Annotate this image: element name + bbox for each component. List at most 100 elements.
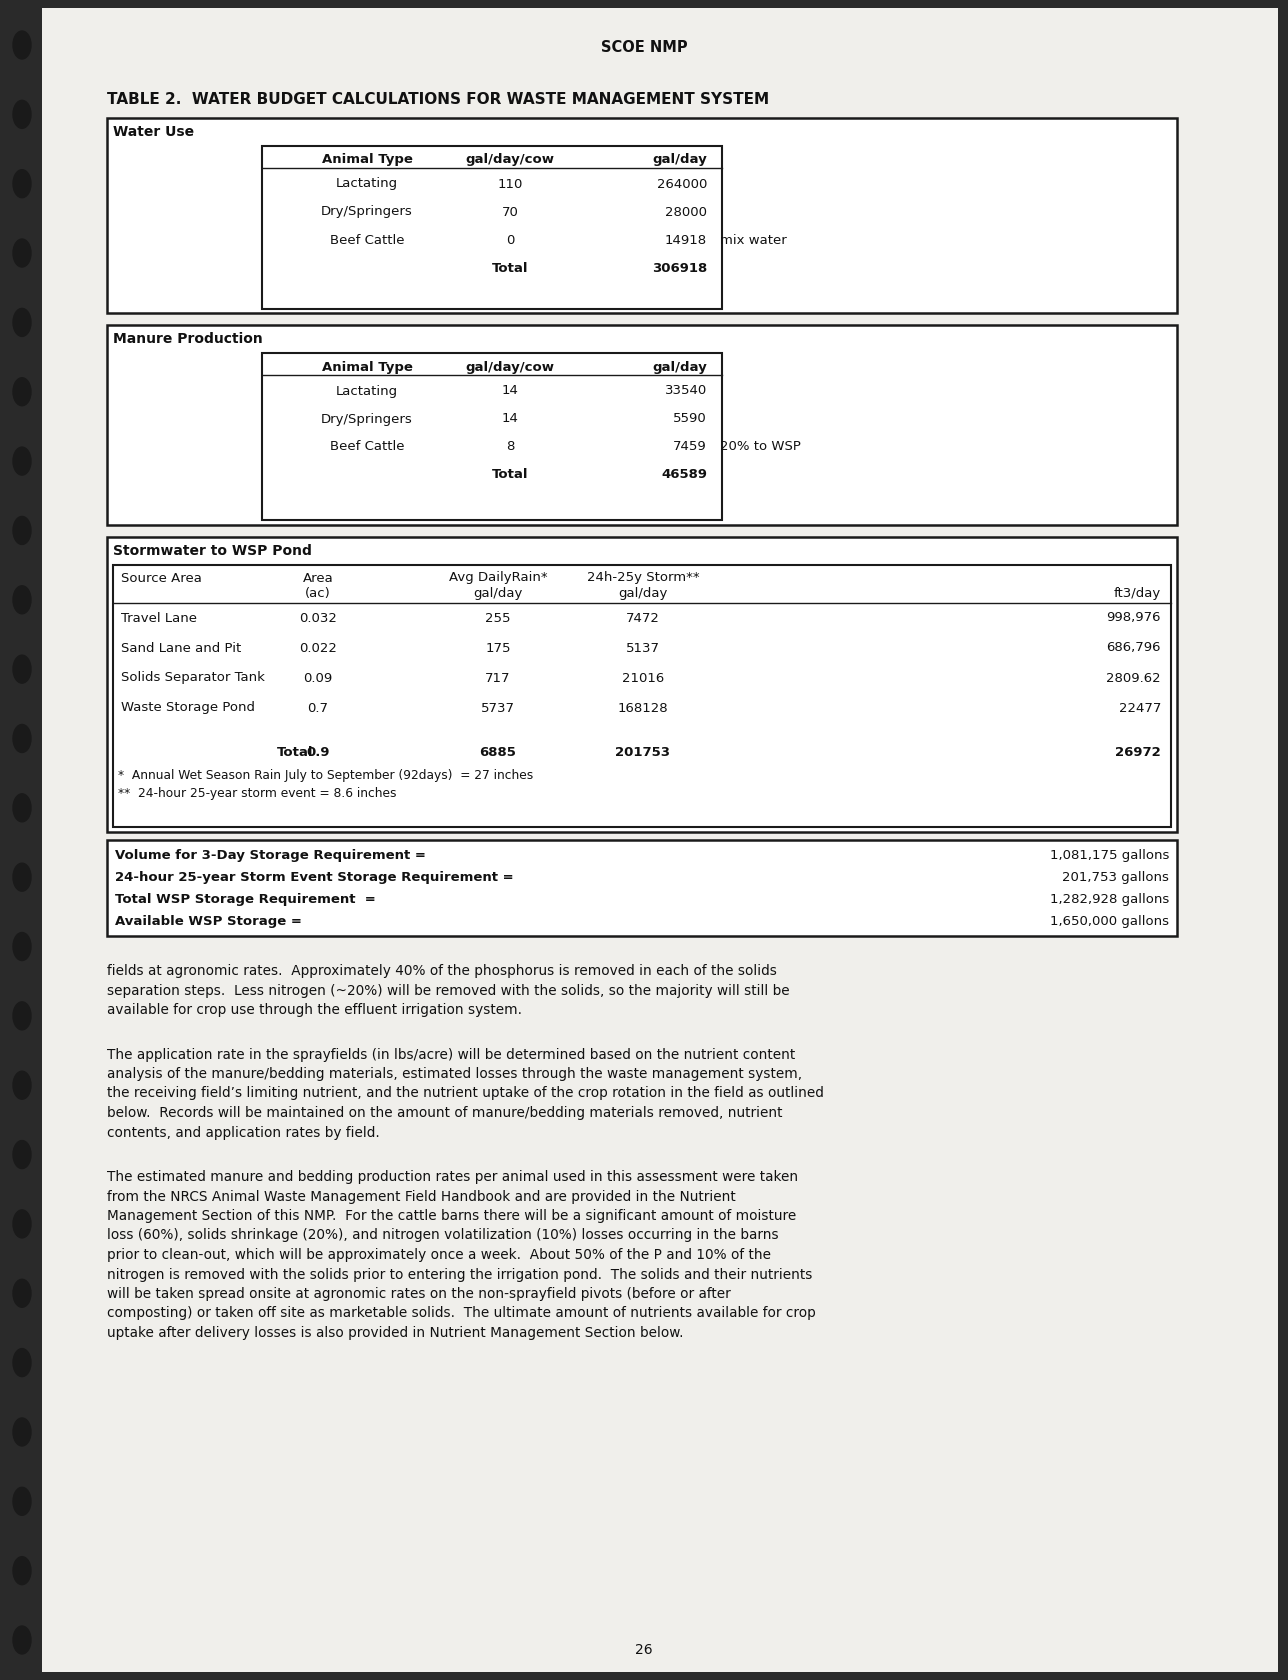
Text: 14918: 14918 — [665, 234, 707, 247]
Text: 6885: 6885 — [479, 746, 516, 759]
Text: prior to clean-out, which will be approximately once a week.  About 50% of the P: prior to clean-out, which will be approx… — [107, 1248, 772, 1262]
Text: separation steps.  Less nitrogen (~20%) will be removed with the solids, so the : separation steps. Less nitrogen (~20%) w… — [107, 983, 790, 998]
Text: 28000: 28000 — [665, 205, 707, 218]
Text: 2809.62: 2809.62 — [1106, 672, 1160, 684]
Ellipse shape — [13, 170, 31, 198]
Text: 14: 14 — [501, 413, 519, 425]
Text: 8: 8 — [506, 440, 514, 454]
Text: gal/day: gal/day — [618, 588, 667, 600]
Text: 264000: 264000 — [657, 178, 707, 190]
Text: contents, and application rates by field.: contents, and application rates by field… — [107, 1126, 380, 1139]
Text: 46589: 46589 — [661, 469, 707, 482]
Text: gal/day: gal/day — [652, 361, 707, 373]
Text: 5590: 5590 — [674, 413, 707, 425]
Text: Solids Separator Tank: Solids Separator Tank — [121, 672, 265, 684]
Text: Area: Area — [303, 571, 334, 585]
Ellipse shape — [13, 586, 31, 613]
Text: Dry/Springers: Dry/Springers — [321, 413, 413, 425]
Text: nitrogen is removed with the solids prior to entering the irrigation pond.  The : nitrogen is removed with the solids prio… — [107, 1267, 813, 1282]
Text: Total: Total — [277, 746, 313, 759]
Text: 1,650,000 gallons: 1,650,000 gallons — [1050, 916, 1170, 929]
Text: Beef Cattle: Beef Cattle — [330, 234, 404, 247]
Ellipse shape — [13, 447, 31, 475]
Text: mix water: mix water — [720, 234, 787, 247]
Ellipse shape — [13, 516, 31, 544]
Text: (ac): (ac) — [305, 588, 331, 600]
Text: Animal Type: Animal Type — [322, 153, 412, 166]
Bar — [261, 146, 723, 309]
Ellipse shape — [13, 1141, 31, 1169]
Ellipse shape — [13, 309, 31, 336]
Ellipse shape — [13, 1418, 31, 1446]
Text: 5737: 5737 — [480, 702, 515, 714]
Text: Animal Type: Animal Type — [322, 361, 412, 373]
Text: *  Annual Wet Season Rain July to September (92days)  = 27 inches: * Annual Wet Season Rain July to Septemb… — [118, 768, 533, 781]
Bar — [113, 564, 1171, 827]
Text: below.  Records will be maintained on the amount of manure/bedding materials rem: below. Records will be maintained on the… — [107, 1105, 783, 1121]
Text: 201753: 201753 — [616, 746, 671, 759]
Text: composting) or taken off site as marketable solids.  The ultimate amount of nutr: composting) or taken off site as marketa… — [107, 1307, 815, 1320]
Text: The application rate in the sprayfields (in lbs/acre) will be determined based o: The application rate in the sprayfields … — [107, 1048, 795, 1062]
Text: uptake after delivery losses is also provided in Nutrient Management Section bel: uptake after delivery losses is also pro… — [107, 1326, 684, 1341]
Ellipse shape — [13, 864, 31, 890]
Ellipse shape — [13, 30, 31, 59]
Text: available for crop use through the effluent irrigation system.: available for crop use through the efflu… — [107, 1003, 522, 1016]
Text: fields at agronomic rates.  Approximately 40% of the phosphorus is removed in ea: fields at agronomic rates. Approximately… — [107, 964, 777, 978]
Ellipse shape — [13, 795, 31, 822]
Text: 717: 717 — [486, 672, 511, 684]
Ellipse shape — [13, 655, 31, 684]
Text: TABLE 2.  WATER BUDGET CALCULATIONS FOR WASTE MANAGEMENT SYSTEM: TABLE 2. WATER BUDGET CALCULATIONS FOR W… — [107, 92, 769, 108]
Text: from the NRCS Animal Waste Management Field Handbook and are provided in the Nut: from the NRCS Animal Waste Management Fi… — [107, 1189, 735, 1203]
Bar — [261, 353, 723, 521]
Bar — [107, 538, 1177, 832]
Text: Waste Storage Pond: Waste Storage Pond — [121, 702, 255, 714]
Text: Total: Total — [492, 262, 528, 274]
Text: 1,081,175 gallons: 1,081,175 gallons — [1050, 850, 1170, 862]
Text: analysis of the manure/bedding materials, estimated losses through the waste man: analysis of the manure/bedding materials… — [107, 1067, 802, 1080]
Text: Source Area: Source Area — [121, 571, 202, 585]
Ellipse shape — [13, 1557, 31, 1584]
Text: 21016: 21016 — [622, 672, 665, 684]
Text: gal/day/cow: gal/day/cow — [465, 153, 555, 166]
Text: Water Use: Water Use — [113, 124, 194, 139]
Text: 20% to WSP: 20% to WSP — [720, 440, 801, 454]
Text: 0.032: 0.032 — [299, 612, 337, 625]
Text: Available WSP Storage =: Available WSP Storage = — [115, 916, 301, 929]
Text: 26: 26 — [635, 1643, 653, 1656]
Bar — [107, 324, 1177, 524]
Text: 1,282,928 gallons: 1,282,928 gallons — [1050, 894, 1170, 907]
Ellipse shape — [13, 1278, 31, 1307]
Text: Volume for 3-Day Storage Requirement =: Volume for 3-Day Storage Requirement = — [115, 850, 426, 862]
Ellipse shape — [13, 724, 31, 753]
Text: Sand Lane and Pit: Sand Lane and Pit — [121, 642, 241, 655]
Ellipse shape — [13, 239, 31, 267]
Text: 168128: 168128 — [618, 702, 668, 714]
Text: The estimated manure and bedding production rates per animal used in this assess: The estimated manure and bedding product… — [107, 1169, 799, 1184]
Text: 686,796: 686,796 — [1106, 642, 1160, 655]
Text: gal/day: gal/day — [473, 588, 523, 600]
Bar — [107, 840, 1177, 936]
Text: Management Section of this NMP.  For the cattle barns there will be a significan: Management Section of this NMP. For the … — [107, 1210, 796, 1223]
Text: 255: 255 — [486, 612, 511, 625]
Text: 201,753 gallons: 201,753 gallons — [1063, 872, 1170, 884]
Text: ft3/day: ft3/day — [1114, 588, 1160, 600]
Text: 24-hour 25-year Storm Event Storage Requirement =: 24-hour 25-year Storm Event Storage Requ… — [115, 872, 514, 884]
Text: 22477: 22477 — [1118, 702, 1160, 714]
Text: Lactating: Lactating — [336, 178, 398, 190]
Text: Total WSP Storage Requirement  =: Total WSP Storage Requirement = — [115, 894, 376, 907]
Text: **  24-hour 25-year storm event = 8.6 inches: ** 24-hour 25-year storm event = 8.6 inc… — [118, 786, 397, 800]
Text: loss (60%), solids shrinkage (20%), and nitrogen volatilization (10%) losses occ: loss (60%), solids shrinkage (20%), and … — [107, 1228, 779, 1243]
Ellipse shape — [13, 1072, 31, 1099]
Text: Lactating: Lactating — [336, 385, 398, 398]
Text: Beef Cattle: Beef Cattle — [330, 440, 404, 454]
Text: 70: 70 — [501, 205, 519, 218]
Text: 7459: 7459 — [674, 440, 707, 454]
Bar — [107, 118, 1177, 312]
Text: 175: 175 — [486, 642, 511, 655]
Ellipse shape — [13, 101, 31, 128]
Text: gal/day: gal/day — [652, 153, 707, 166]
Text: Avg DailyRain*: Avg DailyRain* — [448, 571, 547, 585]
Ellipse shape — [13, 932, 31, 961]
Text: will be taken spread onsite at agronomic rates on the non-sprayfield pivots (bef: will be taken spread onsite at agronomic… — [107, 1287, 730, 1300]
Text: Manure Production: Manure Production — [113, 333, 263, 346]
